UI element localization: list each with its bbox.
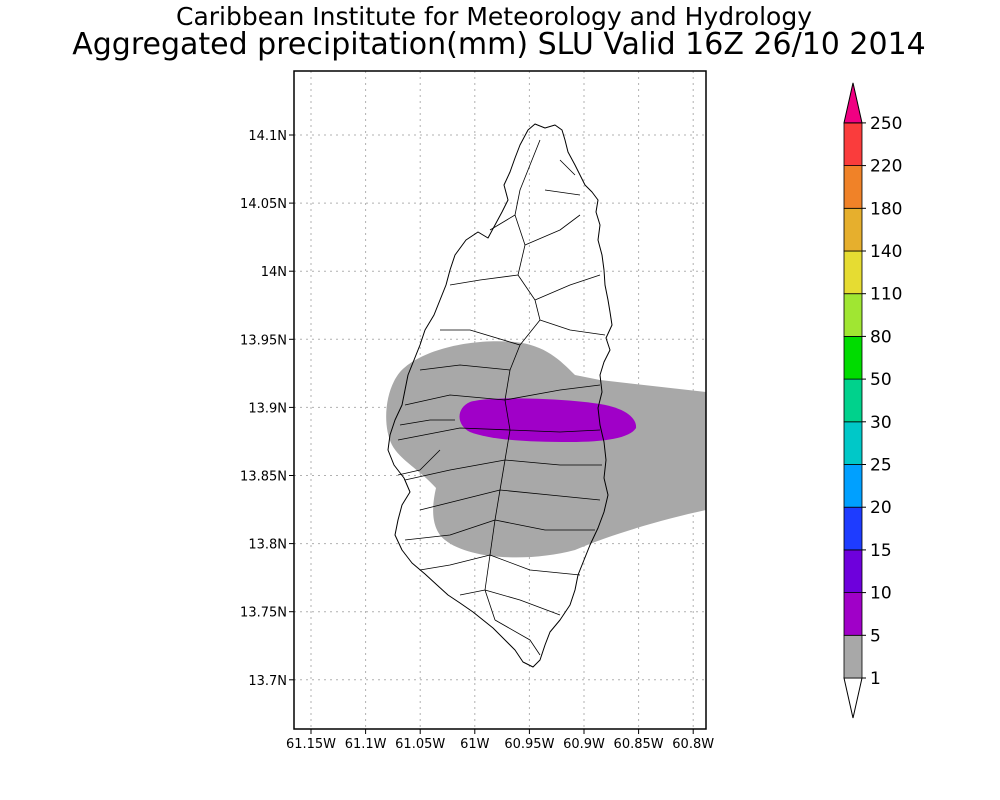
colorbar-min-triangle [843,677,863,719]
colorbar-segment [843,464,863,508]
colorbar-level-label: 10 [870,584,892,604]
colorbar-level-label: 250 [870,114,902,134]
colorbar-level-label: 30 [870,413,892,433]
lat-tick-label: 13.95N [240,333,287,348]
lat-tick-label: 13.9N [248,401,287,416]
lat-tick-label: 13.8N [248,538,287,553]
lat-tick-label: 13.7N [248,674,287,689]
colorbar-level-label: 50 [870,370,892,390]
lat-tick-label: 14.1N [248,129,287,144]
lat-tick-label: 14N [261,265,287,280]
colorbar-max-triangle [843,82,863,124]
lat-tick-label: 13.85N [240,470,287,485]
lat-tick-label: 13.75N [240,606,287,621]
lon-tick-label: 60.95W [504,737,554,752]
colorbar-segment [843,634,863,679]
lon-tick-label: 61W [460,737,490,752]
colorbar-segment [843,335,863,380]
precip-area-5-10mm [459,398,637,442]
longitude-axis: 61.15W 61.1W 61.05W 61W 60.95W 60.9W 60.85W 60.… [286,729,714,752]
island-coastline [387,123,613,668]
colorbar-segment [843,250,863,295]
colorbar-segment [843,549,863,594]
latitude-axis: 14.1N 14.05N 14N 13.95N 13.9N 13.85N 13.8N 13.7… [240,129,294,689]
colorbar-segment [843,592,863,636]
lon-tick-label: 60.85W [614,737,664,752]
colorbar-segment [843,207,863,252]
lon-tick-label: 61.15W [286,737,336,752]
colorbar-segment [843,506,863,551]
map-frame [293,70,707,730]
colorbar-segment [843,165,863,209]
lon-tick-label: 61.1W [345,737,387,752]
colorbar-segment [843,122,863,167]
colorbar-level-label: 140 [870,242,902,262]
colorbar-level-label: 80 [870,327,892,347]
colorbar-segment [843,293,863,337]
colorbar-level-label: 15 [870,541,892,561]
product-title: Aggregated precipitation(mm) SLU Valid 1… [72,27,926,62]
colorbar-segment [843,421,863,465]
colorbar-level-label: 25 [870,456,892,476]
colorbar-level-label: 1 [870,669,881,689]
colorbar-level-label: 180 [870,199,902,219]
colorbar-level-label: 220 [870,157,902,177]
colorbar-segment [843,378,863,423]
lon-tick-label: 60.8W [672,737,714,752]
precip-area-1-5mm [386,341,706,558]
lon-tick-label: 60.9W [563,737,605,752]
lat-tick-label: 14.05N [240,197,287,212]
colorbar-level-label: 20 [870,498,892,518]
colorbar-level-label: 110 [870,285,902,305]
watershed-boundaries [397,139,606,656]
lon-tick-label: 61.05W [395,737,445,752]
island-saint-lucia [387,123,613,668]
institution-title: Caribbean Institute for Meteorology and … [176,2,812,31]
colorbar-level-label: 5 [870,626,881,646]
